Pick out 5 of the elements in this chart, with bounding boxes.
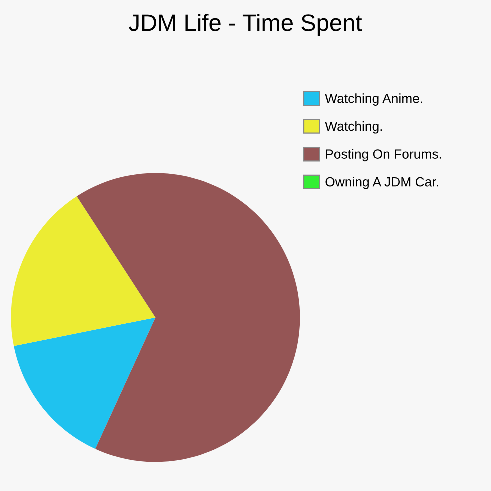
legend-label: Posting On Forums. (326, 149, 442, 162)
legend-label: Watching Anime. (325, 94, 422, 106)
legend-label: Watching. (325, 121, 382, 134)
legend-label: Owning A JDM Car. (326, 177, 438, 190)
chart-title: JDM Life - Time Spent (129, 14, 362, 36)
